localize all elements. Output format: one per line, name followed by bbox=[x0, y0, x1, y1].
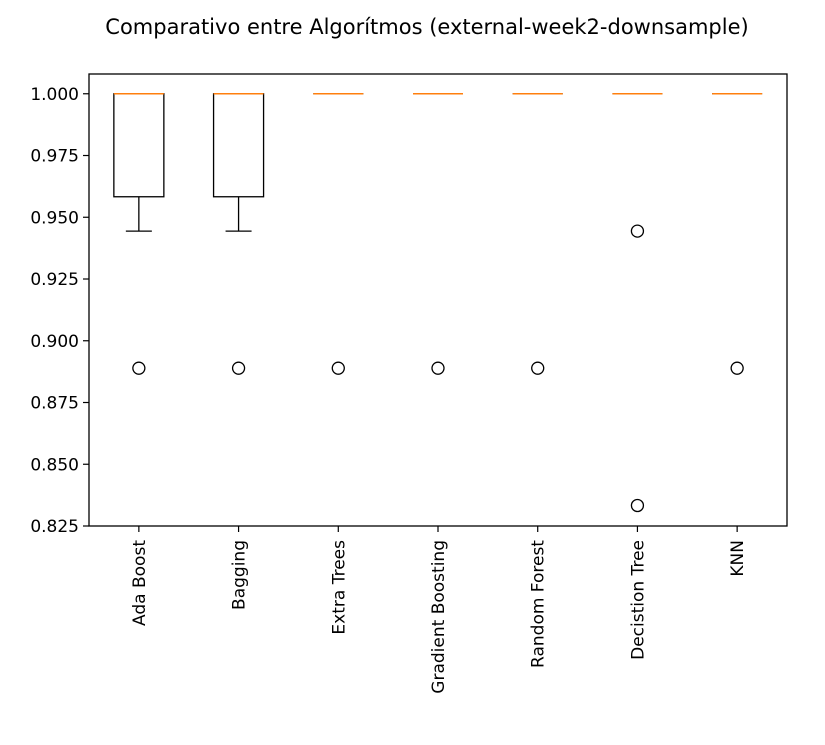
y-tick-label-6: 0.975 bbox=[30, 147, 79, 167]
outlier-point-4-0 bbox=[531, 361, 545, 375]
axes-frame bbox=[88, 73, 788, 527]
y-tick-label-3: 0.900 bbox=[30, 332, 79, 352]
outlier-point-1-0 bbox=[231, 361, 246, 375]
outlier-point-5-1 bbox=[630, 498, 645, 513]
y-tick-label-7: 1.000 bbox=[30, 85, 79, 105]
x-tick-label-3: Gradient Boosting bbox=[429, 540, 449, 694]
outlier-point-6-0 bbox=[730, 361, 744, 375]
x-tick-label-6: KNN bbox=[728, 540, 748, 577]
x-tick-label-2: Extra Trees bbox=[329, 540, 349, 635]
box-0 bbox=[113, 93, 165, 198]
outlier-point-5-0 bbox=[630, 224, 645, 238]
x-tick-label-1: Bagging bbox=[230, 540, 250, 610]
outlier-point-0-0 bbox=[132, 361, 146, 375]
outlier-point-3-0 bbox=[431, 361, 445, 375]
y-tick-label-0: 0.825 bbox=[30, 517, 79, 537]
y-tick-label-1: 0.850 bbox=[30, 455, 79, 475]
box-1 bbox=[212, 93, 265, 198]
outlier-point-2-0 bbox=[331, 361, 345, 375]
x-tick-label-4: Random Forest bbox=[529, 540, 549, 668]
chart-title: Comparativo entre Algorítmos (external-w… bbox=[105, 15, 748, 39]
y-tick-label-2: 0.875 bbox=[30, 394, 79, 414]
plot-area: 0.825 0.850 0.875 0.900 0.925 0.950 0.975 1.000… bbox=[30, 85, 763, 694]
y-tick-label-4: 0.925 bbox=[30, 270, 79, 290]
y-tick-label-5: 0.950 bbox=[30, 208, 79, 228]
x-tick-label-5: Decistion Tree bbox=[628, 540, 648, 660]
x-tick-label-0: Ada Boost bbox=[130, 540, 150, 626]
